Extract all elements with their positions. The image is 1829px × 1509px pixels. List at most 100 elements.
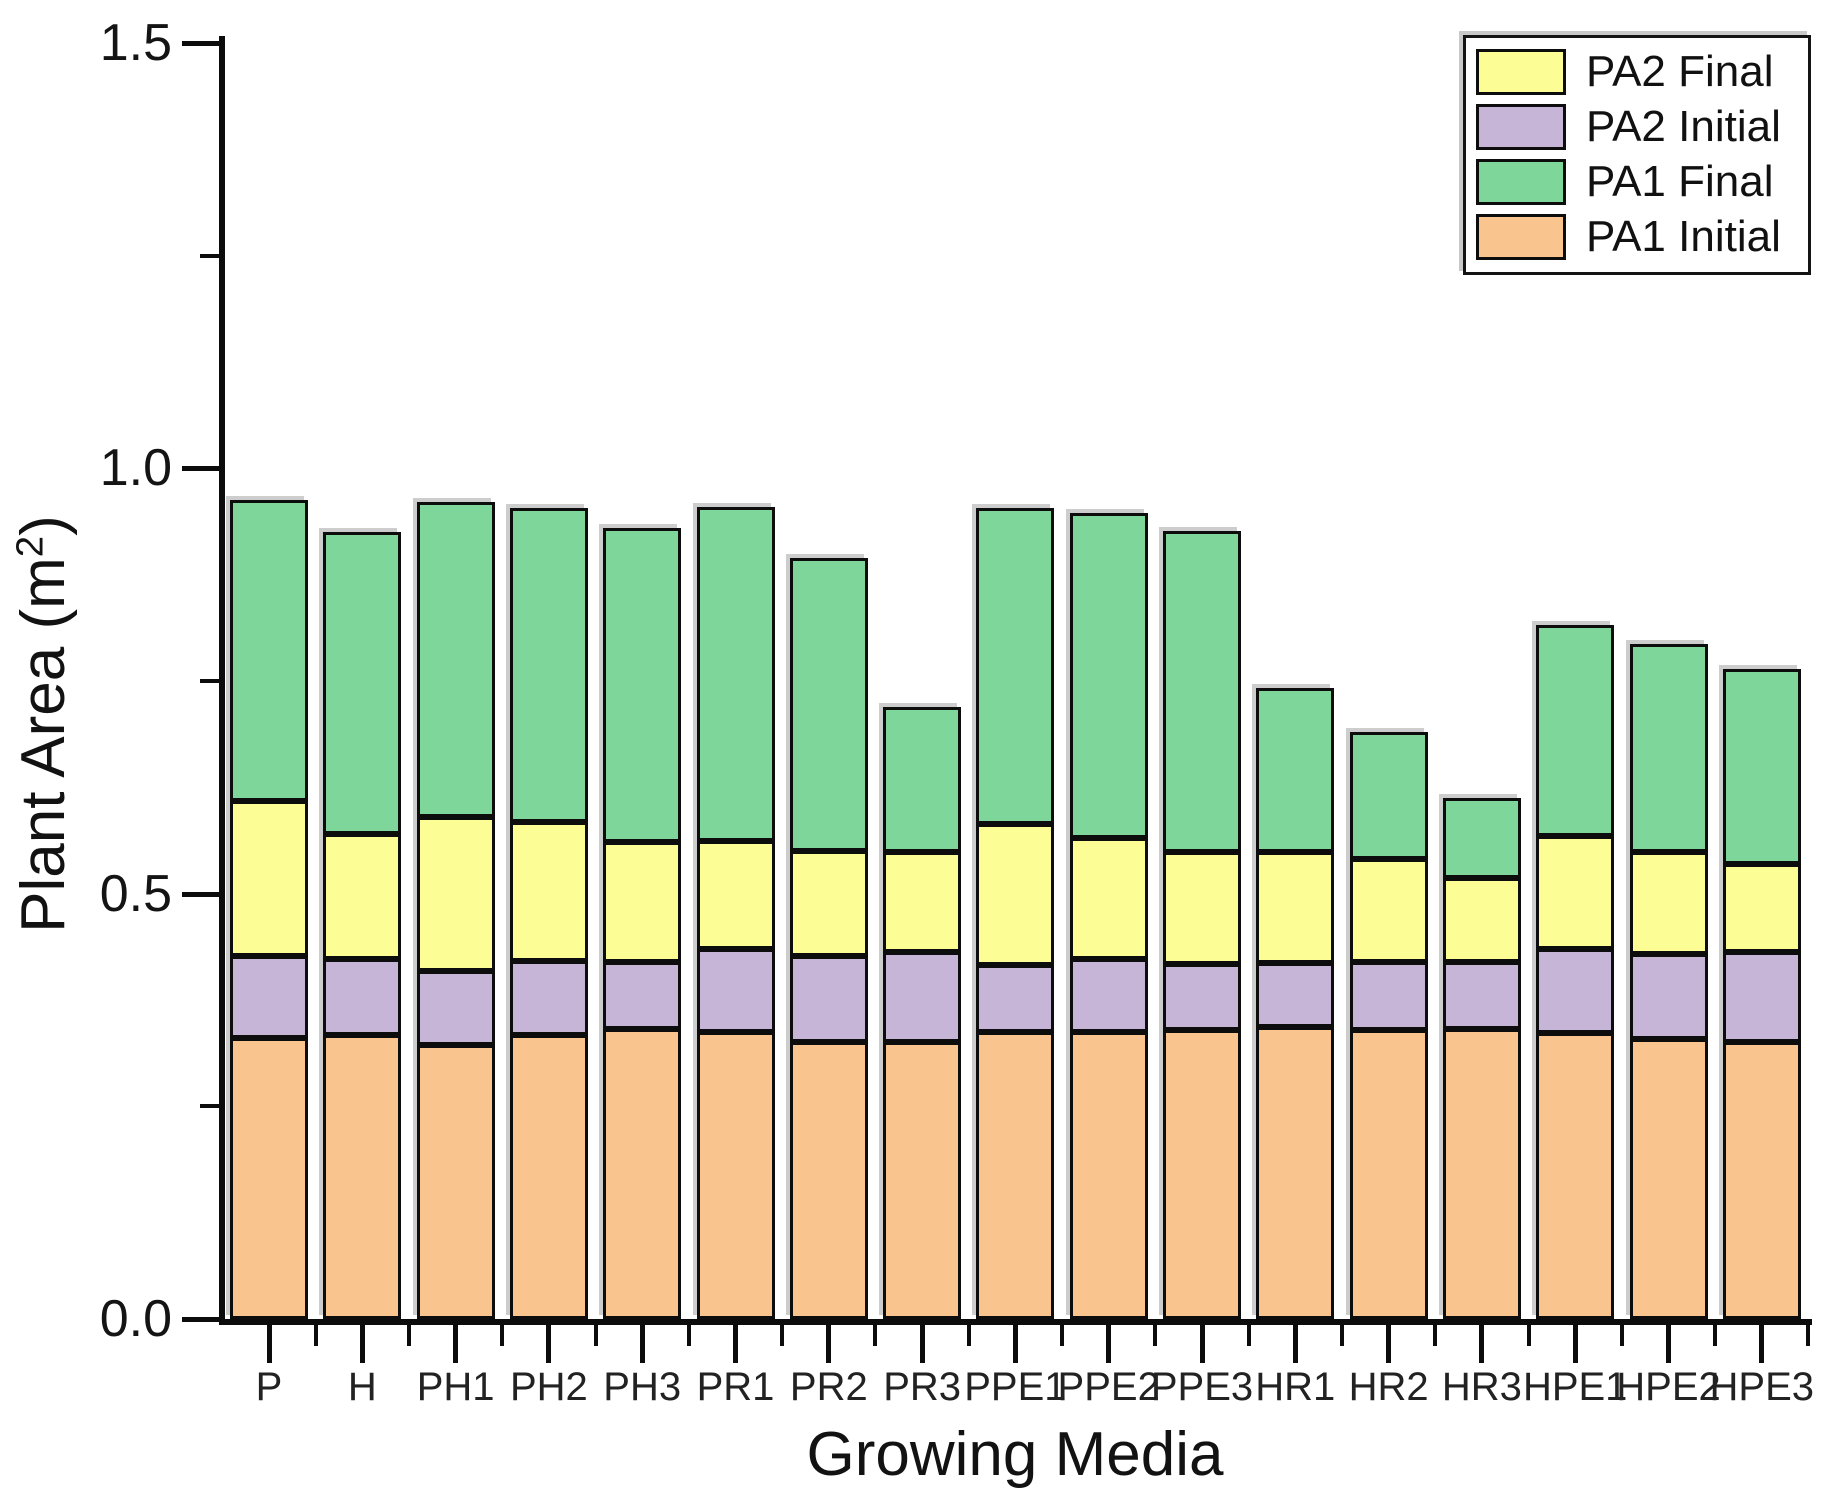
legend-row: PA2 Initial (1466, 99, 1808, 154)
x-major-tick (826, 1325, 832, 1363)
x-category-label: PH3 (603, 1365, 682, 1409)
x-minor-tick (1339, 1325, 1344, 1346)
x-category-label: HR3 (1441, 1365, 1522, 1409)
y-axis-title-close: ) (9, 515, 78, 536)
x-category-label: HPE3 (1709, 1365, 1815, 1409)
x-category-label: PR1 (696, 1365, 775, 1409)
x-category-label: HPE2 (1616, 1365, 1721, 1409)
y-major-tick (182, 41, 222, 46)
x-major-tick (1666, 1325, 1671, 1363)
x-category-label: PPE1 (964, 1365, 1067, 1409)
bar-segment-pa1-final (509, 508, 588, 823)
bar-segment-pa2-final (1349, 858, 1428, 962)
legend-label: PA2 Initial (1586, 101, 1781, 151)
bar-segment-pa1-initial (603, 1028, 682, 1319)
bar-segment-pa2-final (1163, 851, 1241, 965)
bar-segment-pa2-final (1536, 835, 1615, 949)
bar-segment-pa1-final (1163, 531, 1241, 852)
x-major-tick (919, 1325, 925, 1363)
bar-segment-pa1-initial (1536, 1033, 1615, 1319)
bar-segment-pa1-initial (230, 1038, 308, 1319)
x-minor-tick (780, 1325, 785, 1346)
bar-segment-pa1-final (696, 506, 775, 841)
legend-swatch-icon (1476, 103, 1566, 150)
x-category-label: HR2 (1348, 1365, 1429, 1409)
bar-segment-pa2-final (789, 851, 868, 956)
x-minor-tick (593, 1325, 598, 1346)
x-minor-tick (1246, 1325, 1251, 1346)
bar-segment-pa1-initial (1256, 1027, 1335, 1319)
bar-segment-pa2-initial (416, 971, 495, 1046)
bar-segment-pa2-final (696, 840, 775, 949)
x-minor-tick (1060, 1325, 1065, 1346)
bar-segment-pa2-initial (1069, 959, 1148, 1033)
x-major-tick (1199, 1325, 1205, 1363)
bar-segment-pa1-initial (416, 1045, 495, 1319)
bar-segment-pa1-final (1442, 797, 1521, 879)
y-minor-tick (200, 1104, 222, 1109)
bar-segment-pa2-initial (789, 955, 868, 1042)
x-category-label: PH1 (416, 1365, 495, 1409)
bar-segment-pa1-initial (1629, 1039, 1708, 1319)
y-axis-line (219, 36, 225, 1325)
bar-segment-pa1-initial (1349, 1029, 1428, 1319)
bar-segment-pa2-final (1256, 851, 1335, 964)
y-minor-tick (200, 253, 222, 258)
bar-segment-pa2-initial (1256, 963, 1335, 1028)
bar-segment-pa2-final (603, 841, 682, 962)
legend-swatch-icon (1476, 213, 1566, 260)
x-minor-tick (873, 1325, 878, 1346)
bar-segment-pa2-final (1442, 878, 1521, 962)
bar-segment-pa1-final (416, 502, 495, 818)
bar-segment-pa2-initial (603, 961, 682, 1029)
bar-segment-pa1-initial (1163, 1029, 1241, 1319)
bar-segment-pa2-final (509, 822, 588, 961)
x-category-label: PR2 (789, 1365, 868, 1409)
bar-segment-pa1-initial (883, 1041, 962, 1319)
x-major-tick (1572, 1325, 1578, 1363)
x-major-tick (1479, 1325, 1485, 1363)
bar-segment-pa1-initial (1722, 1041, 1801, 1319)
x-axis-title: Growing Media (806, 1420, 1224, 1489)
legend-label: PA2 Final (1586, 46, 1774, 96)
bar-segment-pa1-initial (1069, 1032, 1148, 1319)
y-tick-label: 0.0 (99, 1290, 172, 1348)
x-minor-tick (966, 1325, 971, 1346)
x-major-tick (1106, 1325, 1112, 1363)
bar-segment-pa1-final (883, 707, 962, 852)
bar-segment-pa2-final (230, 800, 308, 956)
bar-segment-pa1-final (1722, 669, 1801, 864)
bar-segment-pa2-initial (1163, 964, 1241, 1030)
x-major-tick (1012, 1325, 1018, 1363)
y-axis-title: Plant Area (m2) (8, 414, 83, 1034)
x-minor-tick (1619, 1325, 1624, 1346)
x-category-label: PPE3 (1150, 1365, 1254, 1409)
bar-segment-pa2-initial (1442, 961, 1521, 1029)
bar-segment-pa1-initial (976, 1032, 1055, 1319)
x-major-tick (1386, 1325, 1392, 1363)
legend-box: PA2 Final PA2 Initial PA1 Final PA1 Initial (1463, 35, 1811, 275)
x-axis-line (219, 1319, 1812, 1325)
x-minor-tick (500, 1325, 505, 1346)
bar-segment-pa1-initial (323, 1034, 402, 1319)
y-axis-title-superscript: 2 (8, 535, 52, 558)
x-major-tick (266, 1325, 272, 1363)
legend-swatch-icon (1476, 158, 1566, 205)
bar-segment-pa1-initial (696, 1032, 775, 1319)
x-major-tick (1759, 1325, 1765, 1363)
bar-segment-pa2-final (1722, 863, 1801, 953)
x-major-tick (546, 1325, 552, 1363)
bar-segment-pa2-initial (976, 965, 1055, 1033)
bar-segment-pa1-initial (789, 1041, 868, 1319)
x-category-label: H (347, 1365, 377, 1409)
legend-label: PA1 Final (1586, 156, 1774, 206)
bar-segment-pa1-final (1629, 644, 1708, 852)
bar-segment-pa1-final (1069, 512, 1148, 839)
x-major-tick (639, 1325, 645, 1363)
bar-segment-pa1-initial (509, 1034, 588, 1319)
x-minor-tick (1713, 1325, 1718, 1346)
y-major-tick (182, 891, 222, 897)
y-major-tick (182, 1317, 222, 1322)
bar-segment-pa1-initial (1442, 1028, 1521, 1319)
